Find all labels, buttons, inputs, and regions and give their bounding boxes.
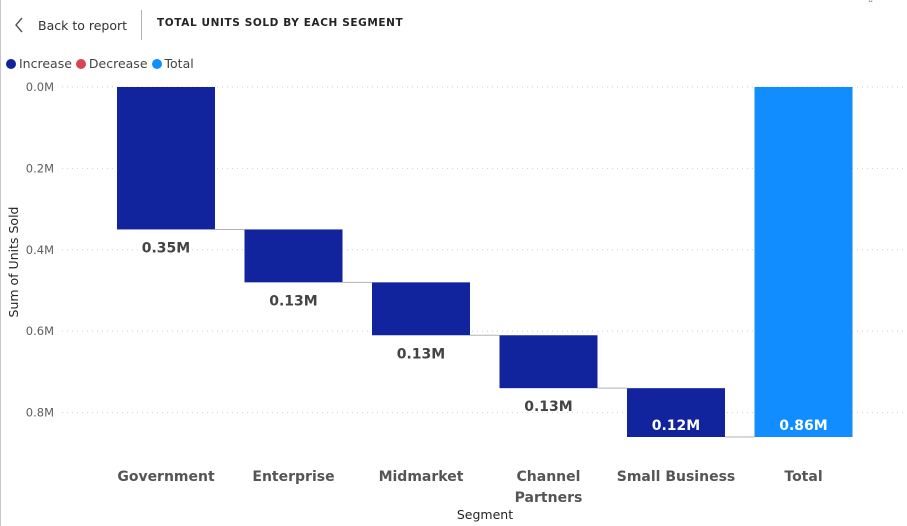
legend-label-total: Total <box>164 56 194 71</box>
data-label: 0.13M <box>524 399 572 415</box>
bar-midmarket <box>372 282 470 336</box>
data-label: 0.35M <box>142 240 190 256</box>
bar-government <box>117 87 215 230</box>
x-category-label: Government <box>117 469 215 485</box>
data-label: 0.13M <box>269 293 317 309</box>
bar-enterprise <box>244 229 343 283</box>
legend-item-decrease[interactable]: Decrease <box>75 56 148 71</box>
y-tick-label: 0.6M <box>26 324 54 338</box>
legend-item-increase[interactable]: Increase <box>6 56 72 71</box>
x-category-label: Small Business <box>617 469 736 485</box>
left-border <box>0 0 1 526</box>
x-category-label: Partners <box>515 490 583 506</box>
legend-label-decrease: Decrease <box>88 56 148 71</box>
back-to-report-button[interactable]: Back to report <box>14 12 127 38</box>
header-bar: Back to report TOTAL UNITS SOLD BY EACH … <box>0 0 907 50</box>
header-divider <box>141 10 142 40</box>
y-tick-label: 0.8M <box>26 406 54 420</box>
x-category-label: Total <box>784 469 822 485</box>
data-label: 0.12M <box>652 418 700 434</box>
y-axis-title: Sum of Units Sold <box>6 207 21 318</box>
chevron-left-icon <box>14 17 24 33</box>
legend-dot-decrease <box>75 58 86 69</box>
legend-item-total[interactable]: Total <box>151 56 194 71</box>
x-category-label: Channel <box>517 469 581 485</box>
page-title: TOTAL UNITS SOLD BY EACH SEGMENT <box>157 17 404 29</box>
y-tick-label: 0.0M <box>26 80 54 94</box>
data-label: 0.13M <box>397 346 445 362</box>
y-tick-label: 0.4M <box>26 243 54 257</box>
y-tick-label: 0.2M <box>26 161 54 175</box>
legend: Increase Decrease Total <box>6 56 198 71</box>
bar-channel-partners <box>499 335 598 389</box>
legend-dot-increase <box>6 58 16 69</box>
back-to-report-label: Back to report <box>38 17 128 33</box>
x-category-label: Enterprise <box>252 469 334 485</box>
data-label: 0.86M <box>779 418 827 434</box>
x-category-label: Midmarket <box>379 469 464 485</box>
x-axis-title: Segment <box>457 507 513 522</box>
bar-small-business <box>627 388 725 437</box>
bar-total <box>754 87 853 437</box>
more-options-icon[interactable]: ▯ <box>868 0 873 4</box>
legend-dot-total <box>151 58 162 69</box>
legend-label-increase: Increase <box>19 56 72 71</box>
